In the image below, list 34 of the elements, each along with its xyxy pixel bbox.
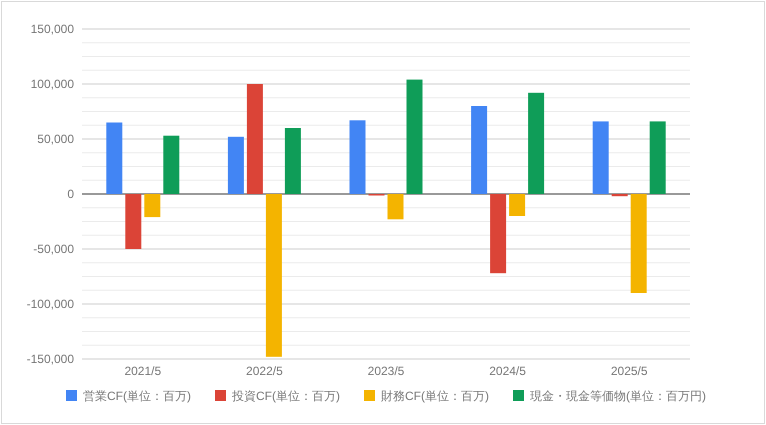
legend-label: 財務CF(単位：百万) (381, 389, 489, 403)
y-tick-label: 50,000 (37, 132, 74, 146)
x-tick-label: 2021/5 (124, 364, 162, 378)
bar (163, 136, 180, 194)
bar (592, 121, 609, 194)
bar (144, 194, 160, 218)
y-tick-label: 100,000 (30, 77, 74, 91)
legend-label: 現金・現金等価物(単位：百万円) (530, 389, 706, 403)
bar (406, 80, 422, 194)
bar (528, 92, 544, 194)
bar (228, 136, 244, 194)
bar (471, 106, 488, 194)
y-tick-label: -150,000 (26, 352, 74, 366)
bar (630, 194, 647, 293)
x-tick-label: 2023/5 (368, 364, 405, 378)
bar (509, 194, 526, 216)
bar (266, 194, 282, 357)
y-tick-label: 0 (67, 187, 74, 201)
x-tick-label: 2025/5 (610, 364, 648, 378)
bar (490, 194, 506, 274)
bar (106, 122, 122, 194)
bar (350, 120, 366, 194)
x-tick-label: 2022/5 (246, 364, 284, 378)
bar (125, 194, 142, 249)
x-tick-label: 2024/5 (489, 364, 526, 378)
bar (284, 128, 301, 194)
y-tick-label: 150,000 (30, 22, 74, 36)
legend-label: 営業CF(単位：百万) (83, 389, 191, 403)
bar (650, 121, 666, 194)
y-tick-label: -100,000 (26, 297, 74, 311)
bar (388, 194, 404, 220)
y-tick-label: -50,000 (33, 242, 74, 256)
bar (246, 84, 263, 194)
legend-label: 投資CF(単位：百万) (231, 389, 340, 403)
